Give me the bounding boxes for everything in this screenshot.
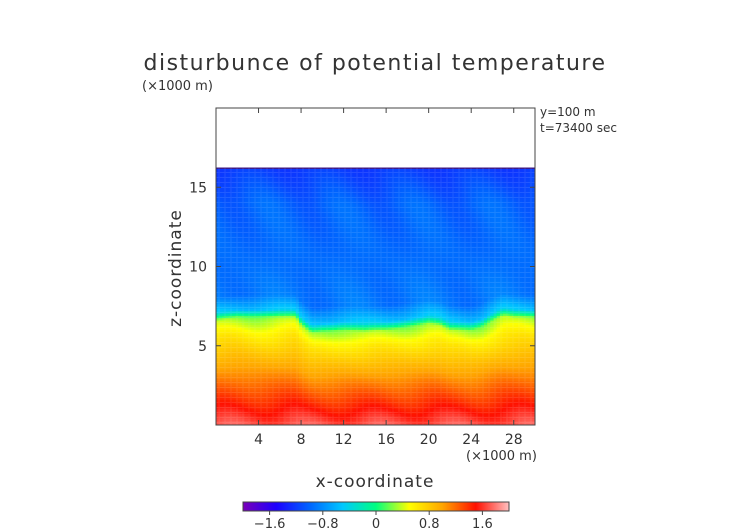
y-unit-label: (×1000 m) xyxy=(142,79,213,94)
annotation-y: y=100 m xyxy=(540,105,596,119)
annotation-t: t=73400 sec xyxy=(540,121,617,135)
chart-title: disturbunce of potential temperature xyxy=(144,51,607,76)
